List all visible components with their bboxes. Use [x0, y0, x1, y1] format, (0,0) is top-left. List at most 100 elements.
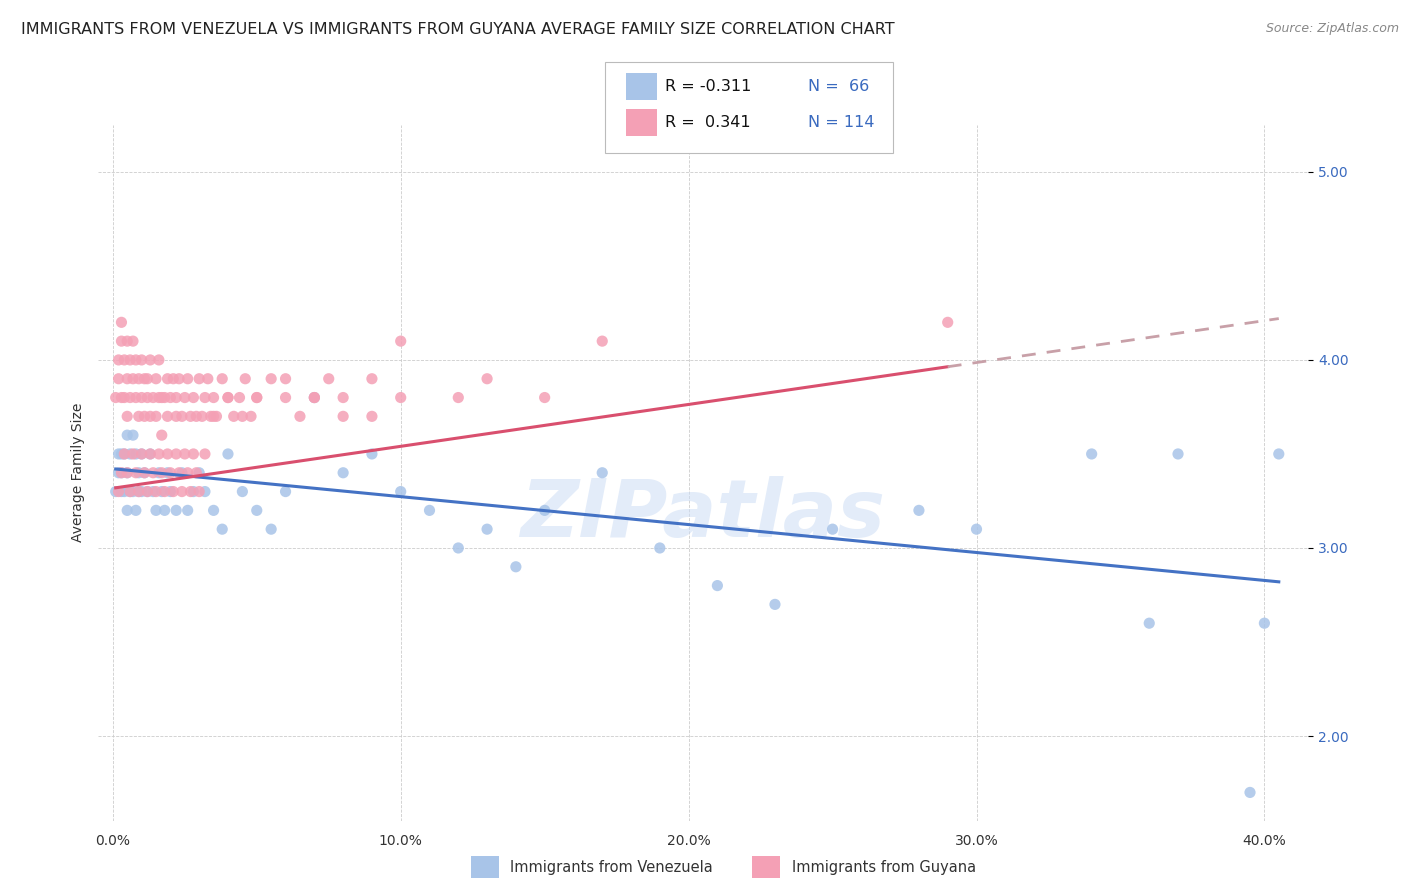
- Point: [318, 372, 340, 386]
- Point: [122, 484, 145, 499]
- Point: [136, 484, 159, 499]
- Point: [125, 503, 148, 517]
- Point: [156, 409, 179, 424]
- Point: [150, 391, 173, 405]
- Point: [150, 466, 173, 480]
- Point: [1080, 447, 1102, 461]
- Point: [202, 391, 225, 405]
- Point: [145, 409, 167, 424]
- Point: [125, 391, 148, 405]
- Point: [188, 372, 211, 386]
- Point: [112, 391, 135, 405]
- Text: Source: ZipAtlas.com: Source: ZipAtlas.com: [1265, 22, 1399, 36]
- Point: [107, 372, 129, 386]
- Point: [191, 409, 214, 424]
- Point: [205, 409, 228, 424]
- Point: [120, 353, 142, 368]
- Point: [128, 484, 150, 499]
- Point: [194, 391, 217, 405]
- Point: [134, 372, 156, 386]
- Point: [131, 447, 153, 461]
- Point: [217, 391, 239, 405]
- Point: [475, 372, 498, 386]
- Point: [260, 372, 283, 386]
- Point: [122, 372, 145, 386]
- Point: [139, 447, 162, 461]
- Point: [197, 372, 219, 386]
- Point: [176, 372, 198, 386]
- Point: [134, 466, 156, 480]
- Point: [231, 484, 253, 499]
- Point: [332, 409, 354, 424]
- Point: [1239, 785, 1261, 799]
- Point: [447, 391, 470, 405]
- Point: [165, 391, 187, 405]
- Point: [122, 447, 145, 461]
- Point: [821, 522, 844, 536]
- Point: [908, 503, 931, 517]
- Point: [110, 466, 132, 480]
- Point: [240, 409, 263, 424]
- Point: [186, 409, 208, 424]
- Point: [134, 466, 156, 480]
- Text: N =  66: N = 66: [808, 79, 870, 94]
- Point: [150, 428, 173, 442]
- Point: [418, 503, 440, 517]
- Point: [153, 484, 176, 499]
- Point: [145, 372, 167, 386]
- Point: [591, 334, 613, 348]
- Point: [246, 503, 269, 517]
- Point: [112, 484, 135, 499]
- Point: [148, 447, 170, 461]
- Point: [389, 484, 412, 499]
- Point: [107, 484, 129, 499]
- Point: [361, 447, 384, 461]
- Point: [211, 522, 233, 536]
- Point: [131, 391, 153, 405]
- Point: [260, 522, 283, 536]
- Point: [122, 334, 145, 348]
- Point: [104, 391, 127, 405]
- Text: R =  0.341: R = 0.341: [665, 115, 751, 129]
- Point: [228, 391, 250, 405]
- Point: [274, 484, 297, 499]
- Point: [153, 391, 176, 405]
- Point: [110, 391, 132, 405]
- Point: [170, 484, 193, 499]
- Point: [202, 409, 225, 424]
- Point: [145, 503, 167, 517]
- Point: [110, 315, 132, 329]
- Point: [122, 428, 145, 442]
- Point: [162, 372, 184, 386]
- Point: [150, 484, 173, 499]
- Point: [148, 353, 170, 368]
- Point: [148, 391, 170, 405]
- Point: [128, 372, 150, 386]
- Point: [128, 409, 150, 424]
- Point: [332, 391, 354, 405]
- Point: [288, 409, 311, 424]
- Point: [156, 447, 179, 461]
- Point: [115, 409, 138, 424]
- Point: [131, 353, 153, 368]
- Point: [110, 466, 132, 480]
- Text: ZIPatlas: ZIPatlas: [520, 475, 886, 554]
- Point: [107, 353, 129, 368]
- Point: [142, 466, 165, 480]
- Point: [128, 466, 150, 480]
- Point: [183, 484, 205, 499]
- Point: [304, 391, 326, 405]
- Point: [389, 391, 412, 405]
- Point: [131, 484, 153, 499]
- Point: [194, 447, 217, 461]
- Point: [115, 466, 138, 480]
- Point: [533, 503, 555, 517]
- Text: R = -0.311: R = -0.311: [665, 79, 751, 94]
- Point: [211, 372, 233, 386]
- Point: [120, 484, 142, 499]
- Point: [112, 353, 135, 368]
- Point: [389, 334, 412, 348]
- Point: [332, 466, 354, 480]
- Point: [361, 372, 384, 386]
- Point: [112, 447, 135, 461]
